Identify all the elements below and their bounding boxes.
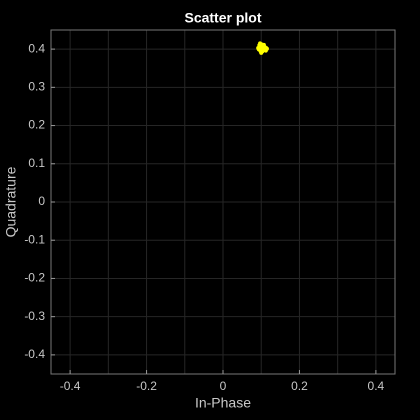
point bbox=[264, 45, 269, 50]
y-tick-label: 0.4 bbox=[28, 41, 45, 55]
x-tick-label: 0 bbox=[220, 379, 227, 393]
y-tick-label: -0.2 bbox=[24, 271, 45, 285]
chart-title: Scatter plot bbox=[184, 10, 261, 26]
point bbox=[256, 46, 261, 51]
x-axis-label: In-Phase bbox=[195, 395, 251, 411]
x-tick-label: 0.2 bbox=[291, 379, 308, 393]
point bbox=[259, 50, 264, 55]
y-tick-label: -0.3 bbox=[24, 309, 45, 323]
x-tick-label: -0.2 bbox=[136, 379, 157, 393]
y-tick-label: -0.1 bbox=[24, 232, 45, 246]
y-tick-label: 0.3 bbox=[28, 80, 45, 94]
point bbox=[261, 42, 266, 47]
y-tick-label: 0.1 bbox=[28, 156, 45, 170]
y-tick-label: 0.2 bbox=[28, 118, 45, 132]
y-tick-label: -0.4 bbox=[24, 347, 45, 361]
x-tick-label: 0.4 bbox=[368, 379, 385, 393]
y-tick-label: 0 bbox=[38, 194, 45, 208]
y-axis-label: Quadrature bbox=[3, 166, 19, 237]
x-tick-label: -0.4 bbox=[60, 379, 81, 393]
